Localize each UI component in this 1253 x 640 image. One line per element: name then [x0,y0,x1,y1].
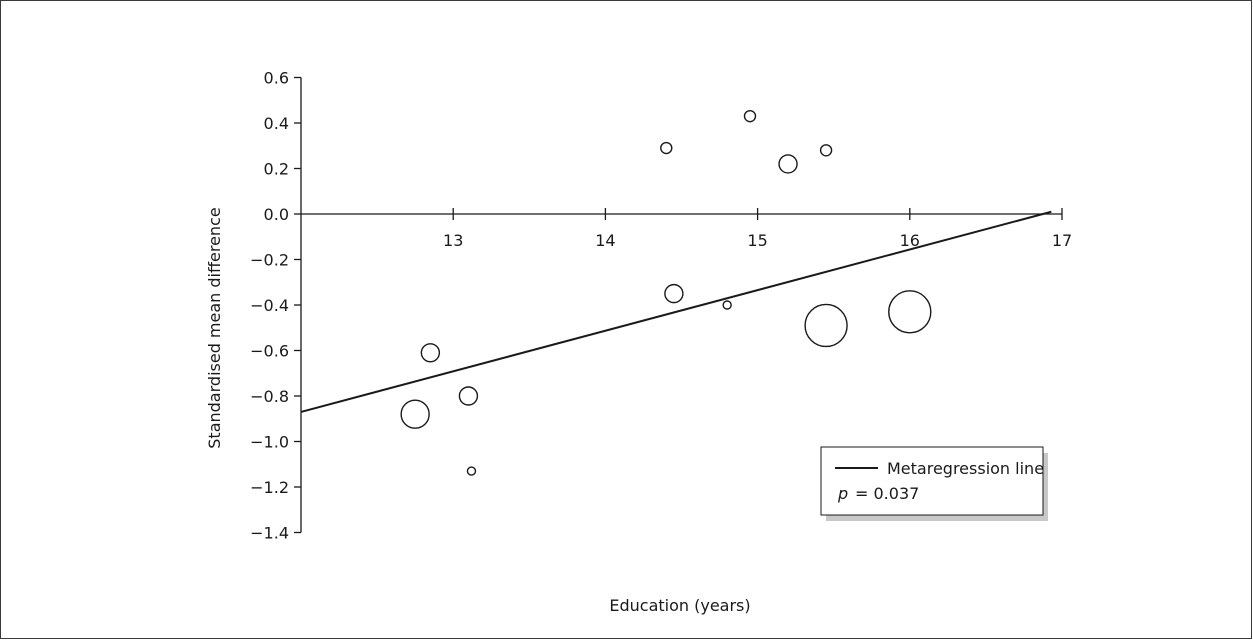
y-tick-label: −0.2 [250,251,289,270]
data-points [400,109,932,476]
x-tick-label: 17 [1052,231,1072,250]
x-axis-title: Education (years) [609,596,750,615]
y-tick-label: −1.2 [250,478,289,497]
data-point [420,343,441,363]
y-axis-title: Standardised mean difference [205,207,224,448]
regression-line [300,210,1052,413]
x-tick-label: 13 [443,231,463,250]
y-tick-label: −0.6 [250,342,289,361]
y-tick-label: 0.6 [264,69,289,88]
regression-line-group [300,210,1052,413]
legend-p-value: = 0.037 [855,484,919,503]
y-tick-label: 0.4 [264,114,289,133]
y-axis: 0.6 0.4 0.2 0.0 −0.2 −0.4 −0.6 −0.8 −1.0 −1.2 −1.4 [250,69,302,543]
data-point [888,290,932,334]
y-tick-label: −0.4 [250,296,289,315]
x-tick-label: 15 [747,231,767,250]
y-tick-label: −1.4 [250,524,289,543]
data-point [660,141,673,155]
x-tick-label: 14 [595,231,615,250]
y-tick-label: −1.0 [250,433,289,452]
data-point [778,154,798,174]
legend-box [820,446,1044,516]
legend-entry-label: Metaregression line [887,459,1044,478]
x-axis: 13 14 15 16 17 [301,208,1072,250]
y-tick-label: −0.8 [250,387,289,406]
data-point [819,144,833,157]
data-point [664,283,684,304]
data-point [466,466,477,476]
data-point [458,386,479,406]
data-point [804,303,848,348]
data-point [722,300,732,310]
data-point [400,399,430,429]
data-point [743,109,757,123]
legend: Metaregression line p = 0.037 [820,446,1048,521]
y-tick-label: 0.2 [264,160,289,179]
y-tick-label: 0.0 [264,205,289,224]
x-tick-label: 16 [900,231,920,250]
legend-p-symbol: p [837,484,848,503]
